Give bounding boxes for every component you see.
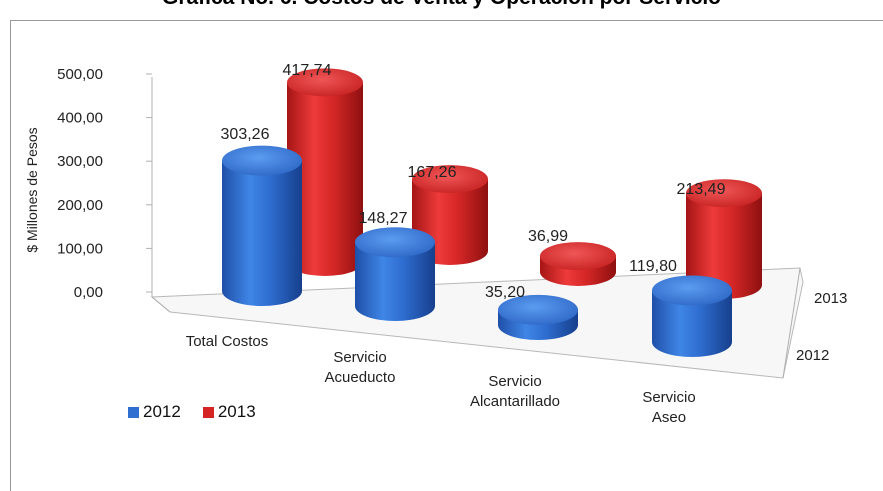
cylinder-top bbox=[222, 145, 302, 176]
legend-item-2013: 2013 bbox=[202, 402, 256, 422]
chart-frame bbox=[10, 20, 883, 491]
cylinder-top bbox=[652, 275, 732, 306]
cylinder-side bbox=[222, 160, 302, 306]
legend-label: 2012 bbox=[143, 402, 181, 421]
data-label-2013: 36,99 bbox=[528, 228, 568, 245]
cylinder-top bbox=[412, 165, 488, 194]
cylinder-side bbox=[652, 290, 732, 357]
cylinder-side bbox=[287, 82, 363, 276]
depth-label-2013: 2013 bbox=[814, 290, 847, 307]
category-label: Servicio Acueducto bbox=[325, 349, 396, 386]
bar-2013 bbox=[287, 68, 363, 276]
bar-2012 bbox=[652, 275, 732, 357]
y-tick-label: 100,00 bbox=[57, 240, 103, 257]
y-tick-label: 500,00 bbox=[57, 66, 103, 83]
y-tick-label: 200,00 bbox=[57, 197, 103, 214]
bars bbox=[222, 68, 762, 357]
legend-item-2012: 2012 bbox=[128, 402, 181, 422]
y-tick-label: 400,00 bbox=[57, 110, 103, 127]
data-label-2013: 417,74 bbox=[283, 62, 332, 79]
data-label-2012: 119,80 bbox=[629, 258, 677, 275]
bar-2012 bbox=[355, 227, 435, 321]
depth-label-2012: 2012 bbox=[796, 347, 829, 364]
cylinder-side bbox=[686, 193, 762, 299]
data-label-2013: 213,49 bbox=[677, 181, 726, 198]
bar-2012 bbox=[498, 294, 578, 340]
cylinder-top bbox=[686, 179, 762, 208]
bar-2013 bbox=[540, 242, 616, 286]
legend-swatch bbox=[202, 406, 214, 418]
y-axis: 500,00 400,00 300,00 200,00 100,00 0,00 $ Mill… bbox=[24, 66, 847, 364]
depth-axis-line bbox=[782, 267, 801, 379]
legend: 2012 2013 bbox=[128, 402, 278, 422]
cylinder-top bbox=[287, 68, 363, 97]
bar-2012 bbox=[222, 145, 302, 306]
legend-swatch bbox=[128, 406, 139, 418]
category-label: Total Costos bbox=[186, 333, 269, 350]
cylinder-top bbox=[498, 294, 578, 325]
category-label: Servicio Aseo bbox=[642, 389, 695, 426]
bar-2013 bbox=[686, 179, 762, 299]
category-label: Servicio Alcantarillado bbox=[470, 373, 560, 410]
cylinder-top bbox=[355, 227, 435, 258]
cylinder-top bbox=[540, 242, 616, 271]
chart-plot: 500,00 400,00 300,00 200,00 100,00 0,00 $ Mill… bbox=[24, 62, 847, 426]
y-tick-label: 300,00 bbox=[57, 153, 103, 170]
data-label-2012: 303,26 bbox=[221, 126, 270, 143]
y-tick-label: 0,00 bbox=[74, 284, 103, 301]
y-axis-label: $ Millones de Pesos bbox=[24, 127, 40, 252]
floor-edge bbox=[151, 296, 171, 313]
data-label-2012: 35,20 bbox=[485, 284, 525, 301]
chart-title: Grafica No. 6. Costos de Venta y Operaci… bbox=[0, 0, 883, 10]
data-label-2012: 148,27 bbox=[359, 210, 408, 227]
labels: 417,74 167,26 36,99 213,49 303,26 148,27 35,20… bbox=[186, 62, 726, 426]
legend-label: 2013 bbox=[217, 402, 256, 421]
cylinder-side bbox=[355, 242, 435, 321]
data-label-2013: 167,26 bbox=[408, 164, 457, 181]
